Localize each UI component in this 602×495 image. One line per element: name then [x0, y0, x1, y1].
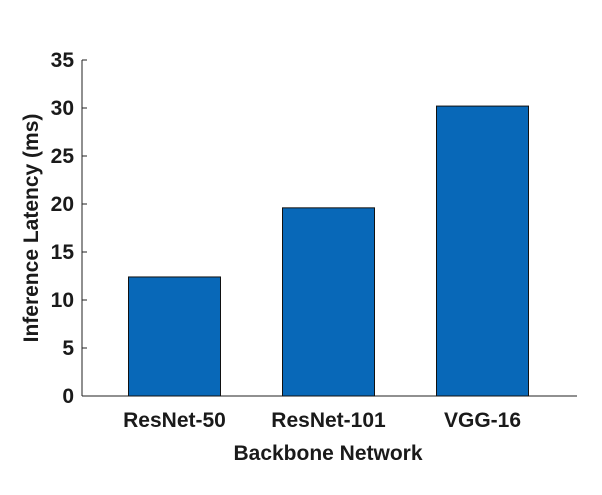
bars — [128, 105, 529, 397]
tick-labels: 0 5 10 15 20 25 30 35 ResNet-50 ResNet-101 VGG-16 — [51, 49, 521, 432]
y-tick-label: 35 — [51, 49, 75, 72]
y-tick-label: 5 — [62, 337, 74, 360]
y-axis-label: Inference Latency (ms) — [20, 114, 43, 343]
y-tick-label: 30 — [51, 97, 74, 120]
y-tick-label: 15 — [51, 241, 75, 264]
y-tick-label: 10 — [51, 289, 74, 312]
x-tick-label: ResNet-101 — [271, 409, 386, 432]
y-tick-label: 0 — [62, 385, 74, 408]
x-tick-label: VGG-16 — [444, 409, 521, 432]
bar-resnet-50 — [128, 276, 221, 397]
x-axis-label: Backbone Network — [233, 442, 422, 465]
x-tick-label: ResNet-50 — [123, 409, 226, 432]
bar-vgg-16 — [436, 105, 529, 397]
y-tick-label: 20 — [51, 193, 74, 216]
bar-resnet-101 — [282, 207, 375, 397]
y-tick-label: 25 — [51, 145, 75, 168]
